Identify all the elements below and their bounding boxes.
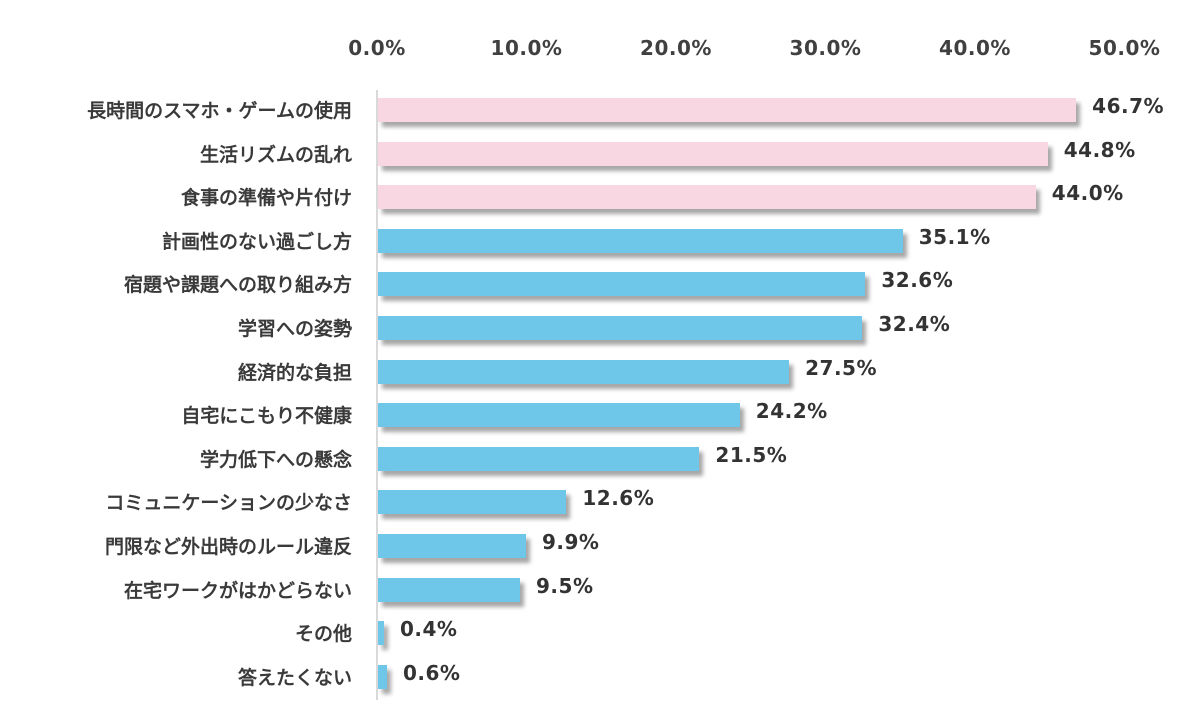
value-label: 32.6% [881, 268, 954, 293]
bar-row: 長時間のスマホ・ゲームの使用 46.7% [0, 88, 1200, 132]
value-label: 24.2% [755, 399, 828, 424]
category-label: 答えたくない [237, 666, 352, 689]
category-label: 食事の準備や片付け [180, 187, 352, 210]
bar [378, 621, 384, 646]
bar [378, 490, 567, 515]
category-label: 生活リズムの乱れ [199, 143, 352, 166]
bar [378, 141, 1048, 166]
x-tick-label: 0.0% [348, 36, 406, 60]
x-tick-label: 40.0% [939, 36, 1011, 60]
value-label: 32.4% [878, 312, 951, 336]
category-label: 門限など外出時のルール違反 [104, 536, 352, 558]
bar [378, 446, 700, 471]
value-label: 0.4% [399, 617, 458, 642]
value-label: 44.8% [1063, 137, 1136, 162]
bar-row: コミュニケーションの少なさ 12.6% [0, 480, 1200, 524]
value-label: 0.6% [402, 660, 461, 685]
category-label: 宿題や課題への取り組み方 [123, 274, 352, 297]
value-label: 9.5% [536, 573, 594, 598]
category-label: 長時間のスマホ・ゲームの使用 [87, 100, 352, 122]
bar [378, 664, 387, 689]
bar [378, 272, 866, 297]
bar-row: 在宅ワークがはかどらない 9.5% [0, 568, 1200, 612]
value-label: 9.9% [542, 530, 600, 554]
x-tick-label: 20.0% [640, 36, 712, 60]
category-label: 在宅ワークがはかどらない [123, 579, 352, 602]
x-tick-label: 30.0% [789, 36, 862, 60]
bar [378, 185, 1036, 210]
y-axis-line [376, 90, 378, 700]
bar-row: 経済的な負担 27.5% [0, 350, 1200, 394]
bar-row: 生活リズムの乱れ 44.8% [0, 132, 1200, 176]
value-label: 46.7% [1092, 94, 1165, 118]
value-label: 27.5% [805, 355, 878, 380]
x-tick-label: 50.0% [1088, 36, 1161, 60]
bar-row: 自宅にこもり不健康 24.2% [0, 393, 1200, 437]
bar [378, 359, 790, 384]
bar-row: 計画性のない過ごし方 35.1% [0, 219, 1200, 263]
category-label: 計画性のない過ごし方 [161, 230, 352, 253]
category-label: 経済的な負担 [237, 361, 352, 384]
category-label: 学習への姿勢 [237, 318, 352, 340]
category-label: その他 [294, 623, 352, 646]
category-label: 自宅にこもり不健康 [181, 405, 352, 428]
bar [378, 316, 863, 340]
bar [378, 534, 526, 558]
category-label: コミュニケーションの少なさ [105, 492, 352, 515]
bar-row: 宿題や課題への取り組み方 32.6% [0, 262, 1200, 306]
bar-row: 学習への姿勢 32.4% [0, 306, 1200, 350]
category-label: 学力低下への懸念 [199, 448, 352, 471]
bar-row: 食事の準備や片付け 44.0% [0, 175, 1200, 219]
bar [378, 577, 521, 602]
bar [378, 228, 903, 253]
bar [378, 98, 1077, 122]
value-label: 12.6% [582, 486, 655, 511]
bar-row: 学力低下への懸念 21.5% [0, 437, 1200, 481]
bar [378, 403, 740, 428]
bar-row: 門限など外出時のルール違反 9.9% [0, 524, 1200, 568]
bar-row: その他 0.4% [0, 611, 1200, 655]
x-tick-label: 10.0% [490, 36, 563, 60]
value-label: 21.5% [715, 442, 788, 467]
value-label: 44.0% [1051, 181, 1124, 206]
value-label: 35.1% [918, 224, 991, 249]
bar-row: 答えたくない 0.6% [0, 655, 1200, 699]
